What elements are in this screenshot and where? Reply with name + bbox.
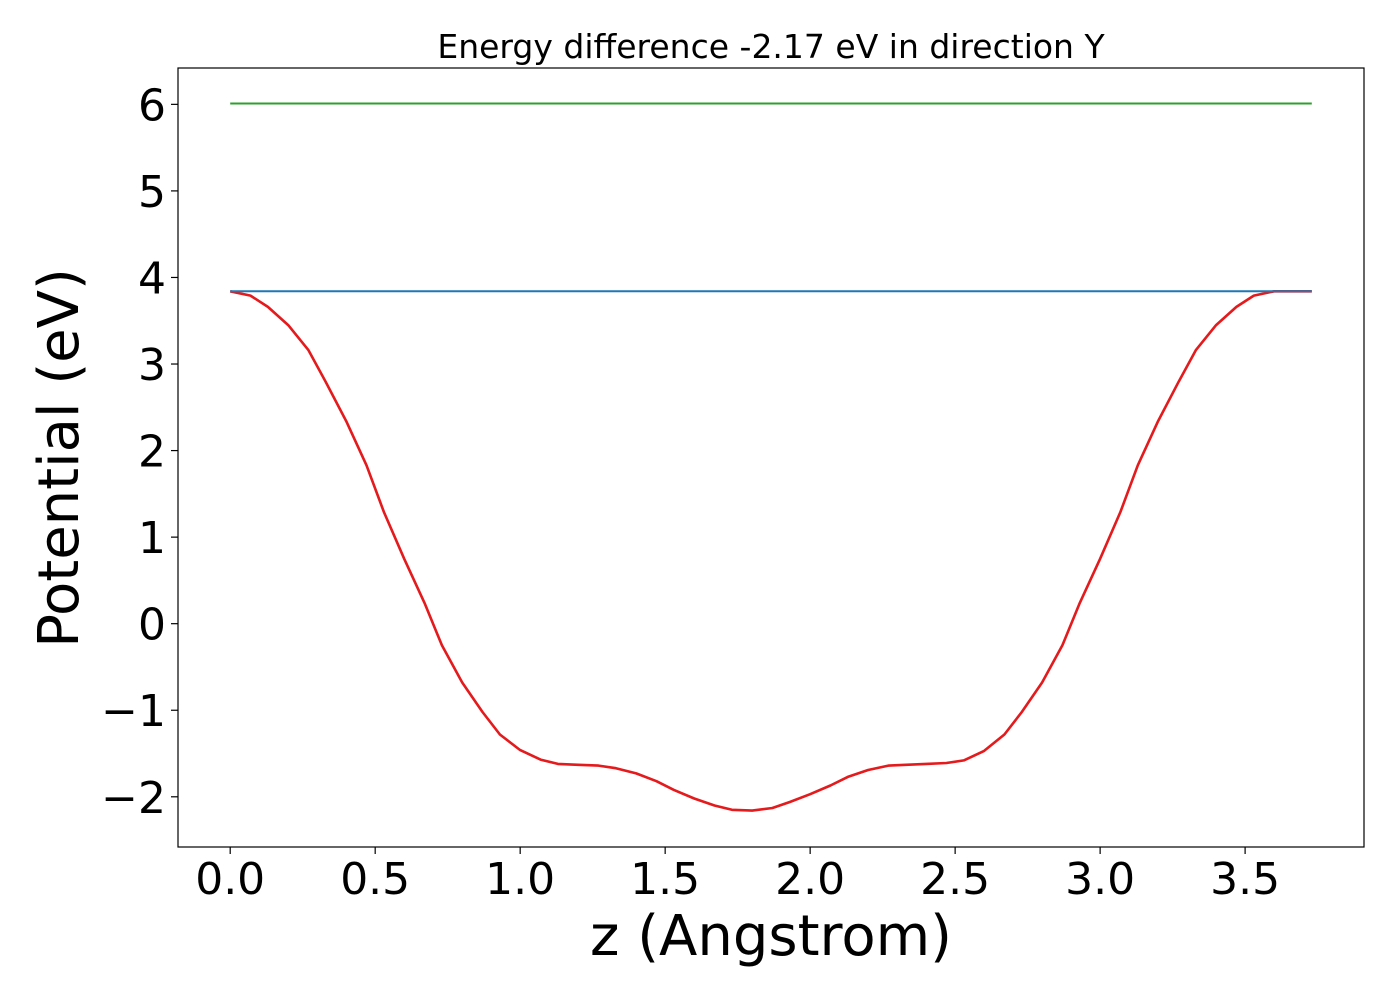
- y-tick-label: 0: [138, 600, 166, 651]
- chart-title: Energy difference -2.17 eV in direction …: [437, 27, 1105, 66]
- y-tick-label: 5: [138, 167, 166, 218]
- y-tick-label: 3: [138, 340, 166, 391]
- y-tick-label: −1: [101, 686, 166, 737]
- x-tick-label: 2.5: [920, 854, 990, 905]
- x-tick-label: 2.0: [775, 854, 845, 905]
- y-tick-label: −2: [101, 773, 166, 824]
- y-axis-label: Potential (eV): [27, 268, 92, 648]
- x-axis-ticks: 0.0 0.5 1.0 1.5 2.0 2.5 3.0 3.5: [195, 847, 1280, 905]
- axes-frame: [177, 67, 1365, 848]
- plot-area: [177, 67, 1365, 848]
- x-tick-label: 0.5: [340, 854, 410, 905]
- y-tick-label: 4: [138, 253, 166, 304]
- y-axis-ticks: −2 −1 0 1 2 3 4 5 6: [101, 80, 178, 824]
- y-tick-label: 2: [138, 427, 166, 478]
- series-line-potential: [229, 289, 1312, 812]
- x-tick-label: 1.0: [485, 854, 555, 905]
- x-tick-label: 1.5: [630, 854, 700, 905]
- x-tick-label: 3.0: [1065, 854, 1135, 905]
- y-tick-label: 1: [138, 513, 166, 564]
- y-tick-label: 6: [138, 80, 166, 131]
- x-tick-label: 3.5: [1210, 854, 1280, 905]
- x-axis-label: z (Angstrom): [590, 904, 952, 969]
- x-tick-label: 0.0: [195, 854, 265, 905]
